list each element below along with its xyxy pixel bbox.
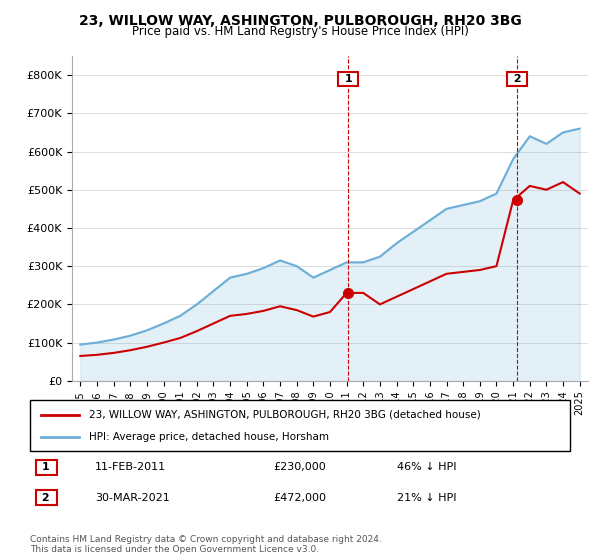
Text: Contains HM Land Registry data © Crown copyright and database right 2024.
This d: Contains HM Land Registry data © Crown c… — [30, 535, 382, 554]
Text: Price paid vs. HM Land Registry's House Price Index (HPI): Price paid vs. HM Land Registry's House … — [131, 25, 469, 38]
Text: 1: 1 — [38, 463, 54, 473]
Text: HPI: Average price, detached house, Horsham: HPI: Average price, detached house, Hors… — [89, 432, 329, 442]
Text: 23, WILLOW WAY, ASHINGTON, PULBOROUGH, RH20 3BG: 23, WILLOW WAY, ASHINGTON, PULBOROUGH, R… — [79, 14, 521, 28]
Text: 1: 1 — [341, 74, 356, 84]
Text: 46% ↓ HPI: 46% ↓ HPI — [397, 463, 457, 473]
Text: 21% ↓ HPI: 21% ↓ HPI — [397, 493, 457, 503]
Text: 11-FEB-2011: 11-FEB-2011 — [95, 463, 166, 473]
Text: £472,000: £472,000 — [273, 493, 326, 503]
Text: £230,000: £230,000 — [273, 463, 326, 473]
Text: 23, WILLOW WAY, ASHINGTON, PULBOROUGH, RH20 3BG (detached house): 23, WILLOW WAY, ASHINGTON, PULBOROUGH, R… — [89, 409, 481, 419]
FancyBboxPatch shape — [30, 400, 570, 451]
Text: 2: 2 — [509, 74, 525, 84]
Text: 2: 2 — [38, 493, 54, 503]
Text: 30-MAR-2021: 30-MAR-2021 — [95, 493, 170, 503]
